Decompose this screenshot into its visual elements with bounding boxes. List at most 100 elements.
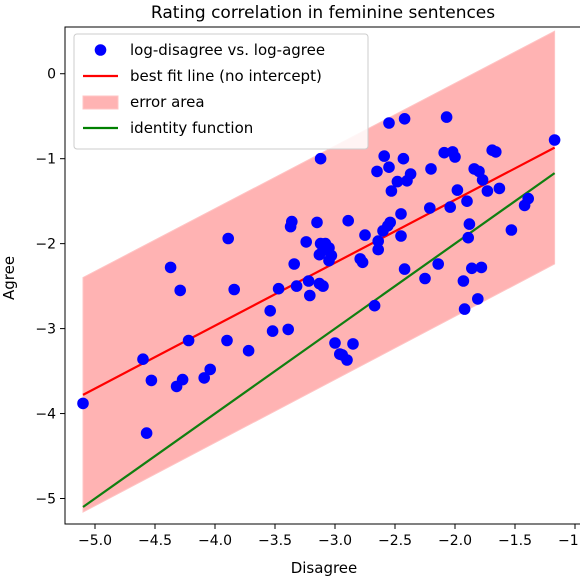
scatter-point	[490, 146, 502, 158]
scatter-point	[359, 229, 371, 241]
scatter-point	[475, 261, 488, 274]
x-tick-label: −4.0	[198, 533, 232, 549]
scatter-point	[347, 338, 359, 350]
scatter-point	[395, 208, 407, 220]
scatter-point	[182, 334, 195, 347]
scatter-point	[317, 280, 329, 292]
scatter-point	[472, 293, 484, 305]
scatter-point	[145, 374, 158, 387]
scatter-point	[174, 284, 186, 297]
scatter-point	[391, 175, 404, 188]
scatter-point	[457, 275, 470, 287]
scatter-point	[458, 303, 471, 315]
scatter-point	[198, 372, 210, 384]
x-tick-label: −3.5	[258, 533, 292, 549]
scatter-point	[438, 146, 451, 159]
scatter-point	[342, 214, 355, 227]
scatter-point	[164, 261, 177, 274]
x-tick-label: −2.5	[378, 533, 412, 549]
scatter-point	[300, 236, 313, 248]
scatter-point	[242, 344, 255, 357]
scatter-point	[383, 117, 395, 129]
legend-box	[73, 33, 369, 150]
y-tick-label: −2	[35, 237, 56, 253]
scatter-point	[463, 218, 476, 230]
scatter-point	[204, 363, 216, 376]
chart-title: Rating correlation in feminine sentences	[151, 3, 495, 23]
scatter-point	[505, 224, 518, 236]
scatter-point	[404, 168, 417, 180]
scatter-point	[368, 299, 381, 312]
scatter-point	[341, 354, 353, 366]
scatter-point	[372, 243, 385, 256]
x-axis: −5.0 −4.5 −4.0 −3.5 −3.0 −2.5 −2.0 −1.5 −1.0	[78, 524, 580, 549]
scatter-point	[137, 353, 149, 366]
identity-line	[82, 172, 556, 508]
y-tick-label: 0	[47, 67, 56, 83]
scatter-point	[481, 185, 494, 197]
scatter-point	[398, 263, 411, 275]
x-tick-label: −3.0	[318, 533, 352, 549]
scatter-point	[222, 232, 234, 245]
scatter-point	[329, 337, 341, 349]
scatter-point	[461, 195, 473, 207]
best-fit-line	[82, 146, 556, 396]
scatter-point	[286, 215, 298, 228]
scatter-point	[432, 258, 445, 270]
legend: log-disagree vs. log-agree best fit line …	[73, 33, 369, 150]
scatter-point	[395, 230, 407, 242]
scatter-point	[323, 254, 335, 267]
scatter-point	[398, 113, 411, 125]
x-tick-label: −2.0	[438, 533, 472, 549]
x-tick-label: −4.5	[138, 533, 172, 549]
legend-label: log-disagree vs. log-agree	[130, 41, 325, 59]
y-tick-label: −4	[35, 407, 56, 423]
scatter-point	[311, 216, 323, 229]
scatter-point	[314, 152, 327, 165]
plot-area	[77, 30, 561, 513]
x-tick-label: −1.0	[558, 533, 580, 549]
scatter-point	[378, 150, 391, 162]
scatter-point	[397, 152, 410, 165]
scatter-point	[425, 163, 437, 175]
scatter-point	[466, 262, 478, 275]
scatter-point	[371, 165, 383, 178]
legend-label: error area	[130, 93, 205, 111]
scatter-point	[522, 192, 534, 205]
legend-items: log-disagree vs. log-agree best fit line …	[82, 41, 325, 137]
scatter-point	[462, 231, 475, 244]
scatter-point	[304, 289, 316, 302]
scatter-point	[377, 225, 389, 237]
y-axis-label: Agree	[0, 256, 18, 300]
axes-frame	[64, 26, 580, 525]
scatter-point	[221, 334, 233, 347]
scatter-point	[385, 185, 398, 197]
x-tick-label: −5.0	[78, 533, 112, 549]
scatter-point	[302, 275, 315, 287]
scatter-point	[272, 282, 285, 295]
scatter-point	[228, 283, 240, 296]
scatter-point	[372, 235, 385, 247]
scatter-point	[176, 373, 189, 386]
y-axis: 0 −1 −2 −3 −4 −5	[35, 67, 65, 508]
scatter-point	[493, 182, 506, 195]
scatter-point	[419, 272, 431, 285]
scatter-point	[451, 184, 464, 196]
legend-label: identity function	[130, 119, 253, 137]
scatter-point	[383, 161, 395, 173]
scatter-point	[288, 258, 301, 270]
y-tick-label: −5	[35, 492, 56, 508]
scatter-point	[77, 397, 89, 410]
scatter-point	[384, 216, 397, 229]
legend-patch	[82, 95, 119, 110]
scatter-point	[449, 151, 461, 163]
scatter-point	[356, 256, 369, 269]
line-layer	[82, 146, 556, 508]
scatter-point	[444, 201, 457, 213]
point-layer	[77, 111, 561, 439]
scatter-point	[476, 174, 489, 186]
legend-label: best fit line (no intercept)	[130, 67, 322, 85]
legend-marker	[94, 44, 107, 56]
scatter-point	[290, 280, 303, 292]
